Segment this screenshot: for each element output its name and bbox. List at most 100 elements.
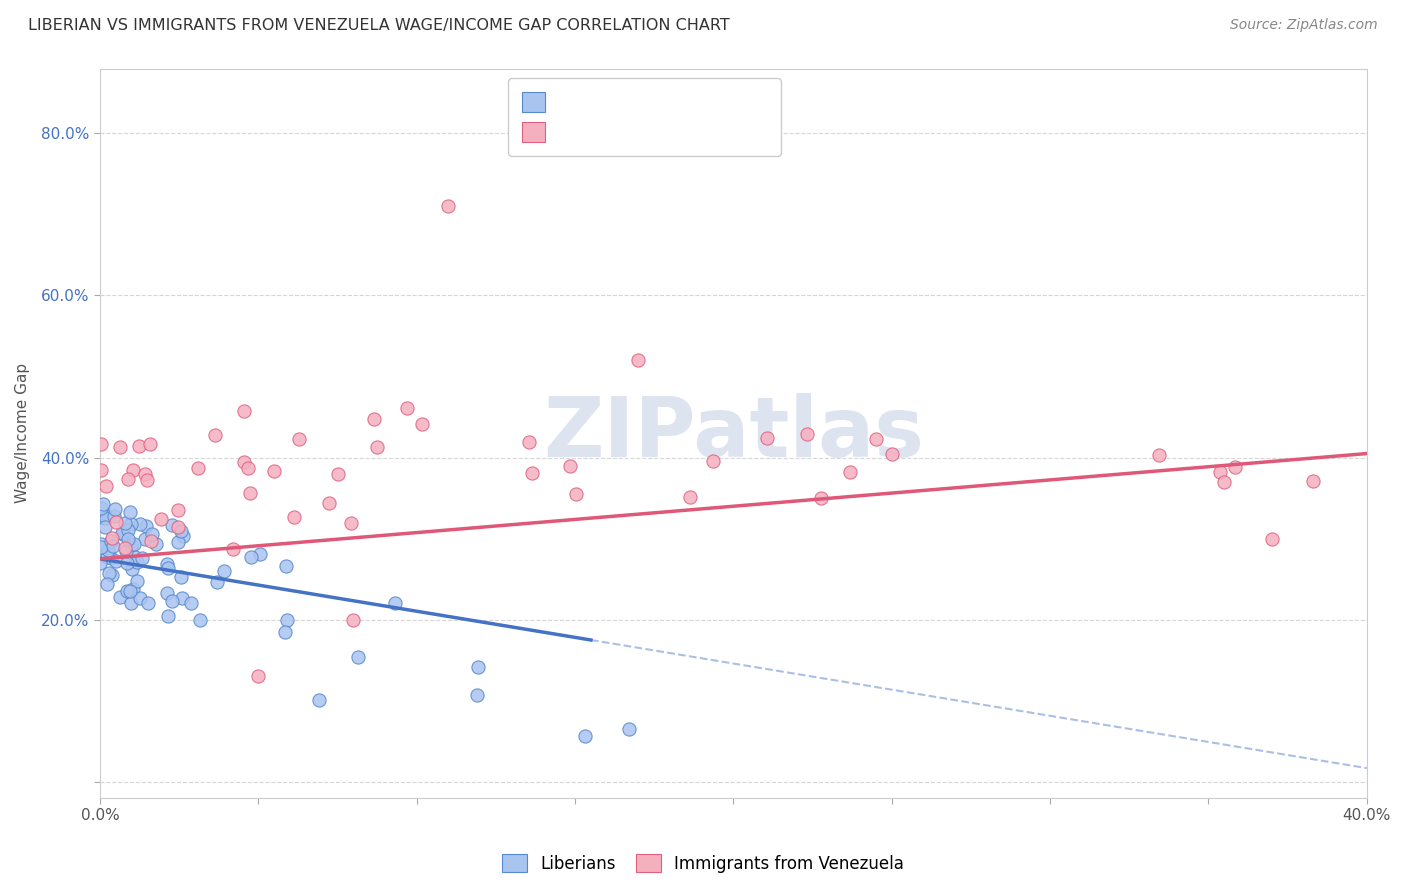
Point [238, 461, 260, 475]
Point [117, 523, 139, 537]
Point [122, 537, 145, 551]
Point [328, 467, 350, 481]
Point [145, 536, 167, 550]
Point [167, 503, 190, 517]
Point [1209, 465, 1232, 479]
Text: R =: R = [555, 129, 599, 148]
Point [522, 466, 544, 480]
Point [122, 463, 145, 477]
Point [90, 537, 112, 551]
Point [96, 549, 118, 564]
Point [114, 541, 136, 555]
Point [112, 526, 135, 541]
Point [239, 486, 262, 500]
Text: LIBERIAN VS IMMIGRANTS FROM VENEZUELA WAGE/INCOME GAP CORRELATION CHART: LIBERIAN VS IMMIGRANTS FROM VENEZUELA WA… [28, 18, 730, 33]
Point [865, 432, 887, 446]
Point [117, 472, 139, 486]
Point [97, 543, 120, 558]
Point [170, 524, 193, 539]
Y-axis label: Wage/Income Gap: Wage/Income Gap [15, 363, 30, 503]
Point [93, 520, 115, 534]
Point [139, 437, 162, 451]
Point [233, 455, 256, 469]
Point [274, 625, 297, 640]
Point [121, 562, 143, 576]
Point [114, 516, 136, 530]
Point [240, 550, 263, 565]
Point [411, 417, 433, 431]
Legend: Liberians, Immigrants from Venezuela: Liberians, Immigrants from Venezuela [495, 847, 911, 880]
Point [232, 403, 254, 417]
Point [308, 693, 330, 707]
Point [679, 491, 702, 505]
Text: N =: N = [683, 129, 745, 148]
Point [347, 649, 370, 664]
Point [363, 412, 385, 426]
Point [172, 529, 194, 543]
Point [810, 491, 832, 506]
Point [1213, 475, 1236, 489]
Point [249, 547, 271, 561]
Point [756, 431, 779, 445]
Point [111, 525, 134, 540]
Point [90, 541, 112, 555]
Point [135, 519, 157, 533]
Point [101, 539, 124, 553]
Point [96, 576, 118, 591]
Point [115, 584, 138, 599]
Point [156, 609, 179, 624]
Point [108, 590, 131, 604]
Point [139, 534, 162, 549]
Point [204, 428, 226, 442]
Point [156, 561, 179, 575]
Point [214, 564, 236, 578]
Point [882, 447, 904, 461]
Point [318, 496, 340, 510]
Point [366, 440, 388, 454]
Text: 58: 58 [744, 129, 770, 148]
Point [839, 465, 862, 479]
Point [134, 467, 156, 481]
Point [114, 544, 136, 558]
Point [627, 353, 650, 368]
Point [437, 199, 460, 213]
Point [574, 729, 596, 743]
Point [120, 538, 142, 552]
Point [384, 596, 406, 610]
Point [93, 497, 115, 511]
Point [619, 722, 641, 736]
Point [1261, 532, 1284, 546]
Point [117, 556, 139, 570]
Point [128, 440, 150, 454]
Point [149, 512, 172, 526]
Point [93, 511, 115, 525]
Point [156, 557, 179, 571]
Text: -0.191: -0.191 [613, 93, 682, 112]
Point [124, 550, 146, 565]
Point [120, 505, 142, 519]
Point [340, 516, 363, 531]
Point [120, 583, 142, 598]
Point [120, 516, 142, 531]
Point [396, 401, 419, 415]
Point [465, 689, 488, 703]
Point [342, 613, 364, 627]
Point [274, 559, 297, 574]
Point [180, 596, 202, 610]
Point [162, 593, 184, 607]
Point [128, 517, 150, 532]
Point [136, 474, 159, 488]
Point [129, 591, 152, 606]
Point [1147, 448, 1170, 462]
Point [125, 555, 148, 569]
Point [207, 575, 229, 590]
Point [1225, 460, 1247, 475]
Point [104, 515, 127, 529]
Point [166, 520, 188, 534]
Point [188, 613, 211, 627]
Point [162, 517, 184, 532]
Point [276, 613, 298, 627]
Point [247, 669, 270, 683]
Point [796, 426, 818, 441]
Point [156, 586, 179, 600]
